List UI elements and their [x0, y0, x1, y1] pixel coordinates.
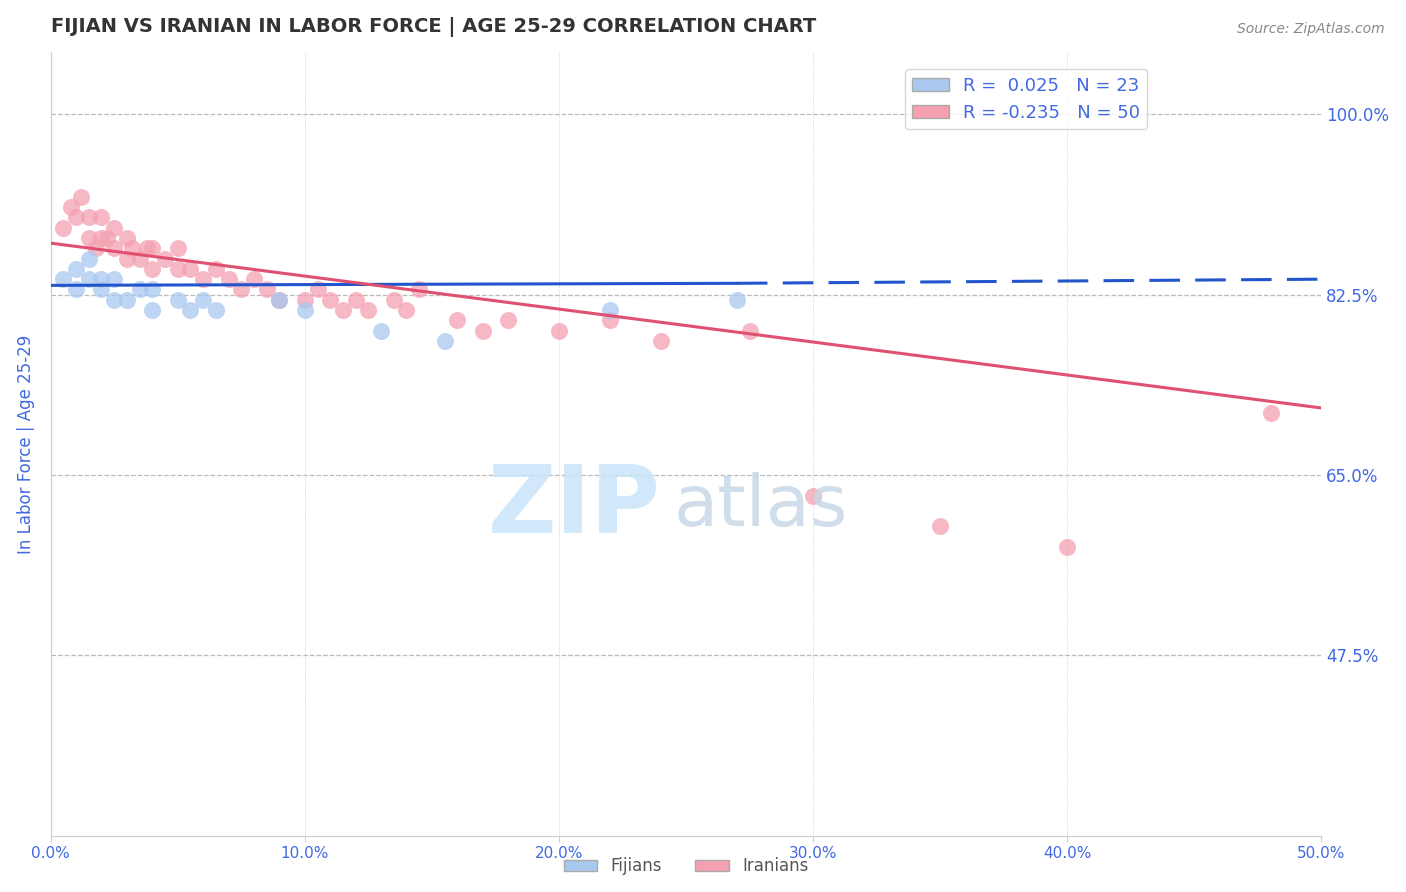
Point	[65, 283, 87, 297]
Point	[128, 283, 150, 297]
Point	[77, 231, 100, 245]
Point	[96, 231, 118, 245]
Point	[269, 293, 291, 307]
Point	[408, 283, 430, 297]
Point	[103, 220, 125, 235]
Point	[115, 293, 138, 307]
Point	[433, 334, 456, 348]
Point	[90, 283, 112, 297]
Point	[166, 241, 188, 255]
Point	[103, 241, 125, 255]
Point	[231, 283, 253, 297]
Y-axis label: In Labor Force | Age 25-29: In Labor Force | Age 25-29	[17, 334, 35, 554]
Point	[650, 334, 672, 348]
Point	[65, 211, 87, 225]
Point	[52, 220, 75, 235]
Point	[1260, 406, 1282, 420]
Point	[141, 283, 163, 297]
Point	[496, 313, 519, 327]
Point	[77, 272, 100, 286]
Point	[294, 303, 316, 318]
Text: ZIP: ZIP	[488, 460, 661, 553]
Point	[599, 303, 621, 318]
Text: FIJIAN VS IRANIAN IN LABOR FORCE | AGE 25-29 CORRELATION CHART: FIJIAN VS IRANIAN IN LABOR FORCE | AGE 2…	[51, 17, 815, 37]
Point	[179, 261, 201, 276]
Point	[332, 303, 354, 318]
Point	[218, 272, 240, 286]
Point	[103, 272, 125, 286]
Point	[205, 261, 228, 276]
Point	[548, 324, 571, 338]
Point	[77, 252, 100, 266]
Point	[136, 241, 159, 255]
Point	[256, 283, 278, 297]
Point	[90, 231, 112, 245]
Point	[52, 272, 75, 286]
Point	[357, 303, 380, 318]
Point	[269, 293, 291, 307]
Point	[191, 272, 214, 286]
Point	[65, 261, 87, 276]
Point	[77, 211, 100, 225]
Point	[370, 324, 392, 338]
Point	[471, 324, 494, 338]
Point	[929, 519, 952, 533]
Point	[141, 241, 163, 255]
Point	[70, 190, 93, 204]
Point	[115, 252, 138, 266]
Point	[243, 272, 266, 286]
Point	[294, 293, 316, 307]
Point	[446, 313, 468, 327]
Point	[344, 293, 367, 307]
Point	[307, 283, 329, 297]
Point	[179, 303, 201, 318]
Text: atlas: atlas	[673, 472, 848, 541]
Point	[153, 252, 176, 266]
Point	[103, 293, 125, 307]
Point	[801, 489, 824, 503]
Point	[128, 252, 150, 266]
Point	[90, 272, 112, 286]
Point	[738, 324, 761, 338]
Point	[395, 303, 418, 318]
Point	[205, 303, 228, 318]
Point	[90, 211, 112, 225]
Point	[191, 293, 214, 307]
Point	[1056, 540, 1078, 554]
Point	[141, 261, 163, 276]
Point	[166, 261, 188, 276]
Point	[121, 241, 143, 255]
Point	[141, 303, 163, 318]
Point	[59, 200, 82, 214]
Point	[319, 293, 342, 307]
Text: Source: ZipAtlas.com: Source: ZipAtlas.com	[1237, 22, 1385, 37]
Legend: Fijians, Iranians: Fijians, Iranians	[557, 851, 815, 882]
Point	[382, 293, 405, 307]
Point	[115, 231, 138, 245]
Point	[725, 293, 748, 307]
Point	[599, 313, 621, 327]
Point	[86, 241, 108, 255]
Point	[166, 293, 188, 307]
